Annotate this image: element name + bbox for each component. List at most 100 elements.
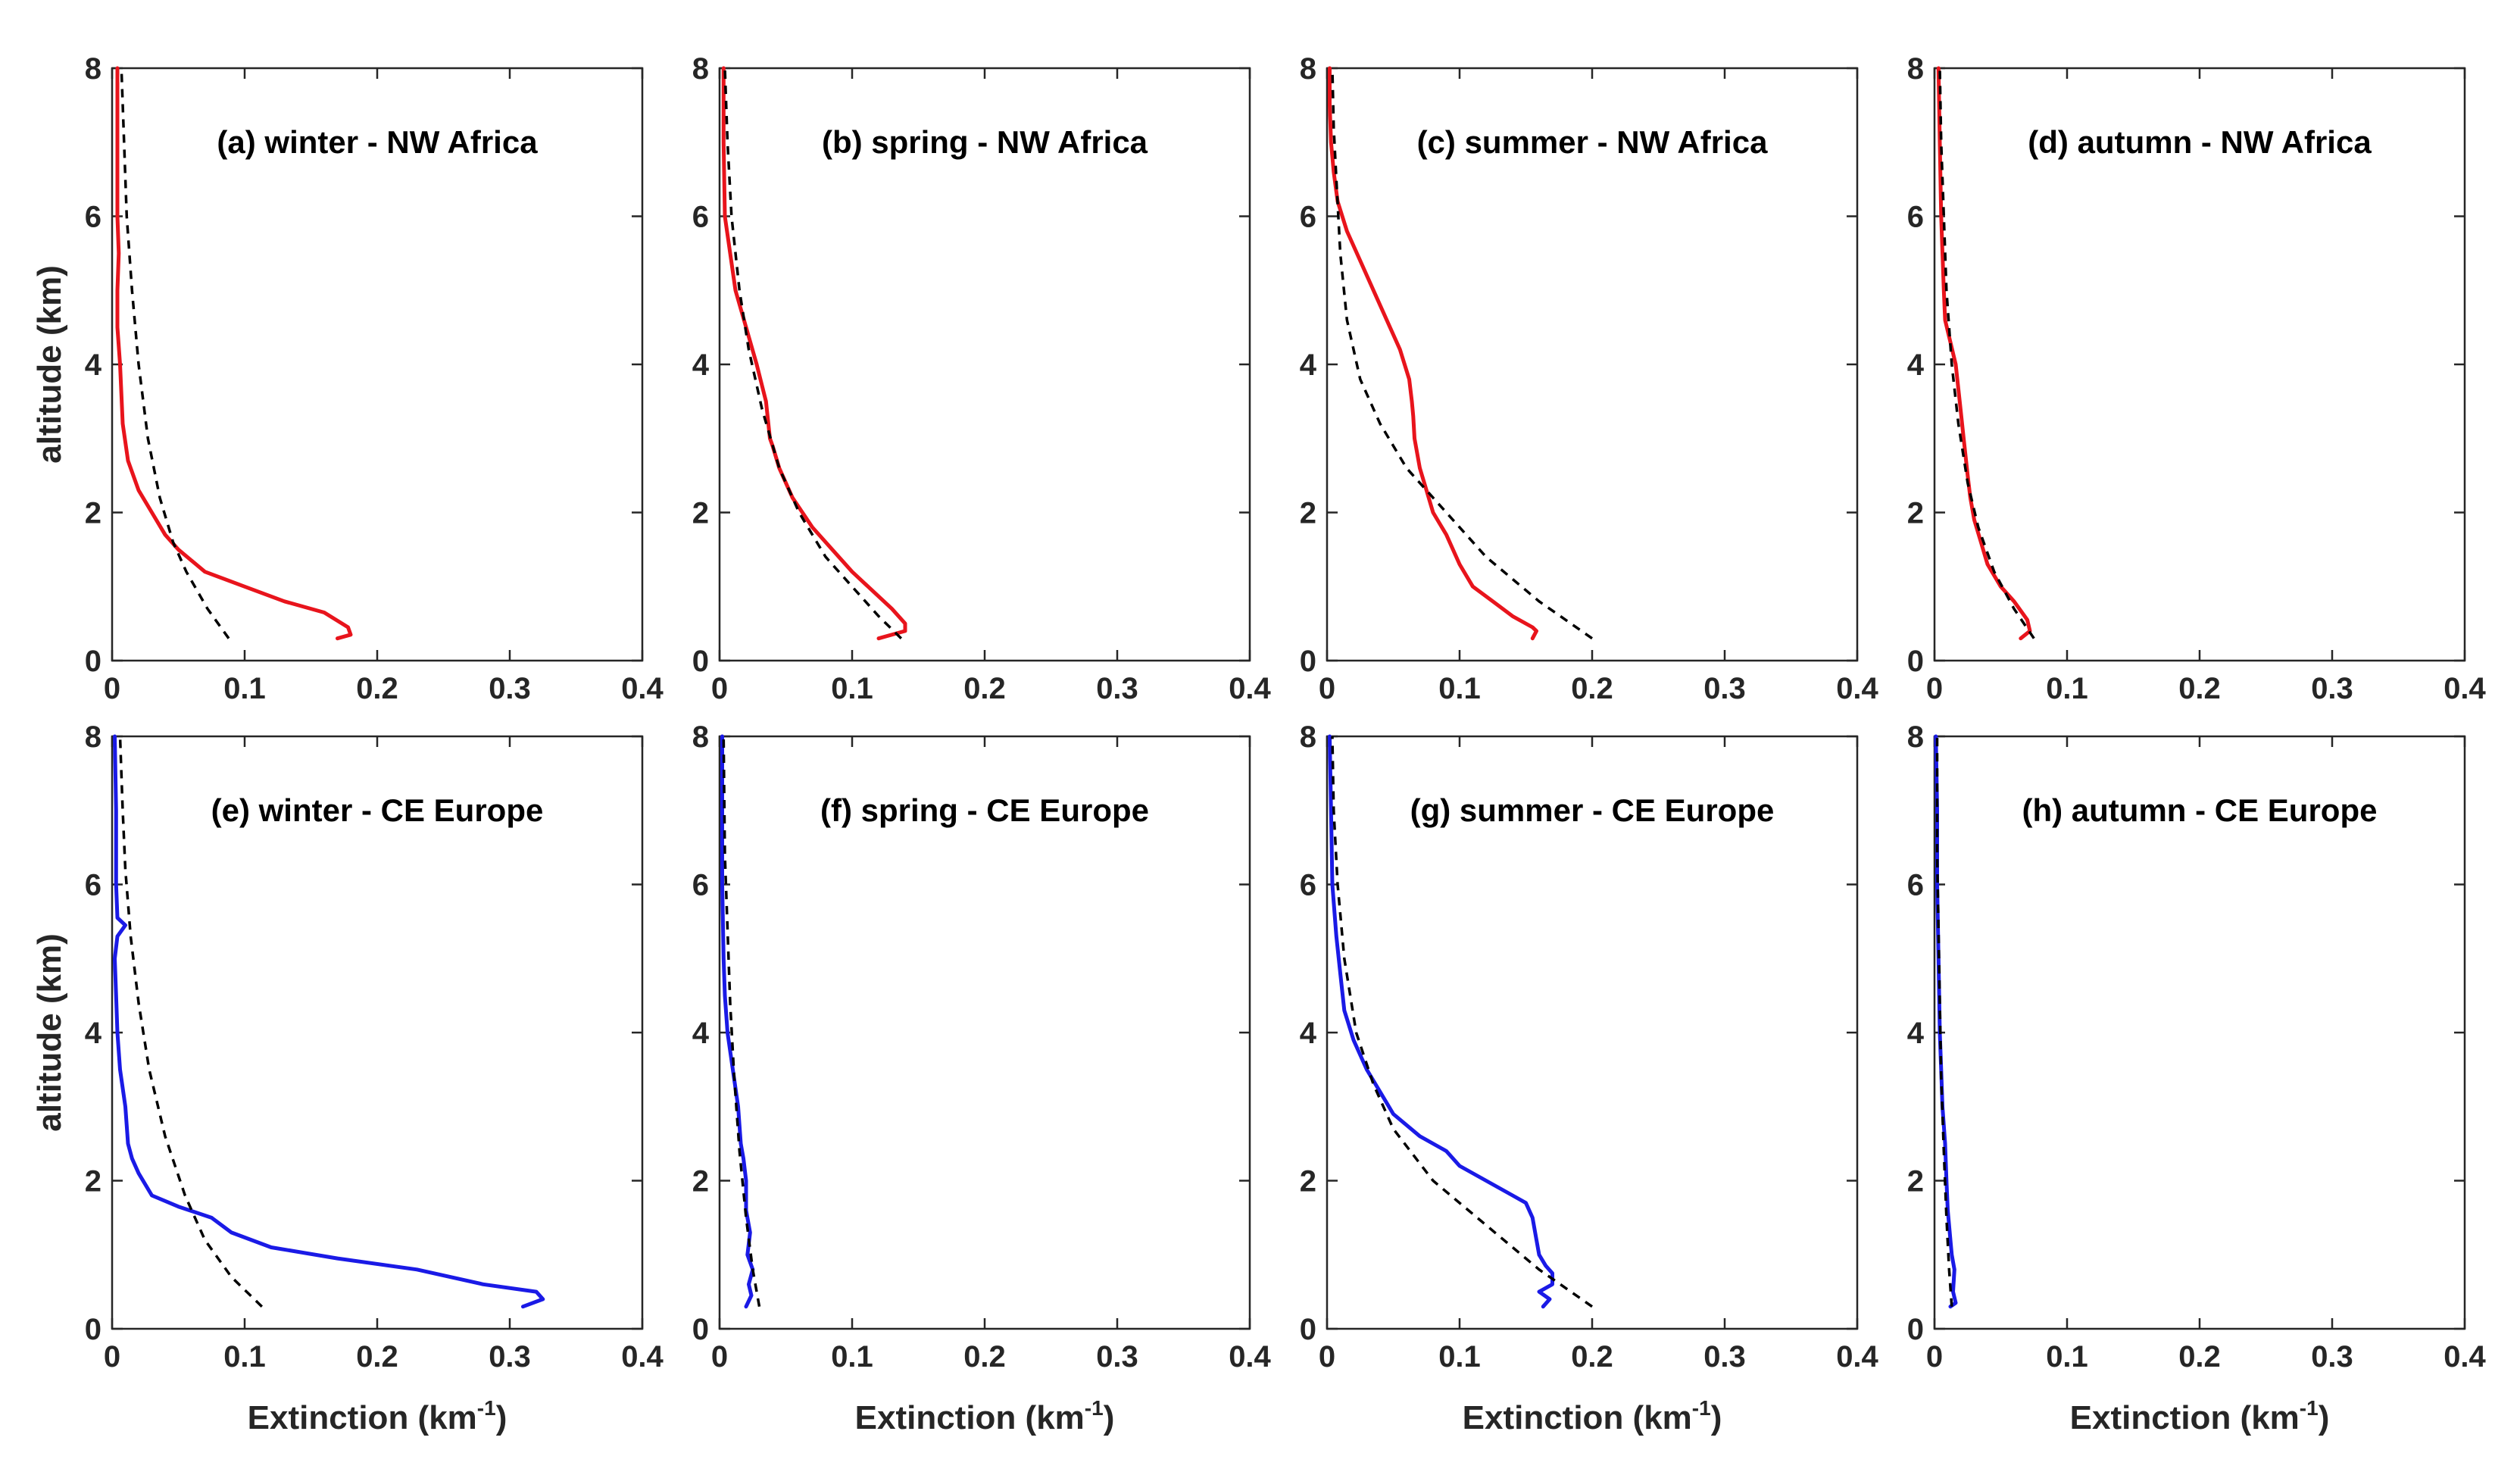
y-tick-label: 6 <box>1907 869 1924 902</box>
x-tick-label: 0.4 <box>2443 672 2486 705</box>
observed-profile-line <box>1936 66 2032 641</box>
y-tick-label: 6 <box>1300 201 1316 234</box>
panel-g: 0 0.1 0.2 0.3 0.4 0 2 4 6 8 (g) summer - CE Europe… <box>1300 720 1879 1436</box>
x-tick-label: 0.2 <box>963 1340 1006 1373</box>
y-tick-label: 6 <box>692 201 709 234</box>
fit-line <box>1331 67 1594 640</box>
observed-profile-line <box>115 66 353 641</box>
x-tick-label: 0.3 <box>1096 672 1138 705</box>
x-tick-label: 0.3 <box>2311 1340 2353 1373</box>
x-tick-label: 0 <box>104 1340 120 1373</box>
y-tick-label: 6 <box>85 201 101 234</box>
x-tick-label: 0.1 <box>1438 672 1481 705</box>
x-tick-label: 0 <box>104 672 120 705</box>
x-tick-label: 0.4 <box>1836 1340 1878 1373</box>
y-tick-label: 6 <box>85 869 101 902</box>
x-tick-label: 0.1 <box>2046 1340 2088 1373</box>
y-tick-label: 4 <box>692 1017 710 1050</box>
y-tick-label: 6 <box>1907 201 1924 234</box>
x-tick-label: 0.4 <box>621 1340 664 1373</box>
x-tick-label: 0 <box>1926 672 1943 705</box>
fit-line <box>722 736 761 1308</box>
y-tick-label: 2 <box>692 1165 709 1198</box>
y-tick-label: 8 <box>1300 720 1316 754</box>
fit-line <box>118 736 264 1308</box>
y-tick-label: 4 <box>1907 1017 1925 1050</box>
panel-title: (b) spring - NW Africa <box>822 124 1148 160</box>
fit-line <box>723 67 903 639</box>
y-tick-label: 2 <box>85 1165 101 1198</box>
x-tick-label: 0.1 <box>1438 1340 1481 1373</box>
x-tick-label: 0 <box>1319 672 1335 705</box>
y-tick-label: 2 <box>692 497 709 530</box>
x-tick-label: 0.3 <box>2311 672 2353 705</box>
y-tick-label: 0 <box>1300 645 1316 678</box>
x-tick-label: 0.4 <box>1836 672 1878 705</box>
x-tick-label: 0.1 <box>831 672 873 705</box>
x-tick-label: 0.1 <box>223 672 266 705</box>
y-tick-label: 8 <box>1300 52 1316 86</box>
y-tick-label: 4 <box>1300 1017 1317 1050</box>
y-tick-label: 6 <box>692 869 709 902</box>
observed-profile-line <box>113 734 545 1309</box>
y-tick-label: 0 <box>85 1313 101 1346</box>
x-tick-label: 0.1 <box>223 1340 266 1373</box>
y-tick-label: 0 <box>85 645 101 678</box>
panel-e: 0 0.1 0.2 0.3 0.4 0 2 4 6 8 (e) winter - CE Europe… <box>31 720 664 1436</box>
y-tick-label: 2 <box>1300 1165 1316 1198</box>
x-tick-label: 0.3 <box>1703 672 1746 705</box>
y-tick-label: 0 <box>1907 1313 1924 1346</box>
y-tick-label: 4 <box>1300 348 1317 382</box>
panel-a: 0 0.1 0.2 0.3 0.4 0 2 4 6 8 (a) winter - NW Africa… <box>31 52 664 705</box>
x-tick-label: 0.2 <box>1571 1340 1613 1373</box>
x-tick-label: 0.2 <box>356 1340 398 1373</box>
x-tick-label: 0.3 <box>489 1340 531 1373</box>
y-tick-label: 8 <box>692 720 709 754</box>
y-tick-label: 4 <box>1907 348 1925 382</box>
x-tick-label: 0.4 <box>621 672 664 705</box>
x-tick-label: 0.3 <box>1096 1340 1138 1373</box>
x-tick-label: 0.4 <box>1229 672 1271 705</box>
x-tick-label: 0.2 <box>1571 672 1613 705</box>
y-tick-label: 2 <box>1907 497 1924 530</box>
panel-title: (e) winter - CE Europe <box>211 792 544 828</box>
x-tick-label: 0.2 <box>356 672 398 705</box>
y-tick-label: 8 <box>692 52 709 86</box>
x-tick-label: 0.2 <box>2178 672 2221 705</box>
panel-title: (g) summer - CE Europe <box>1410 792 1775 828</box>
observed-profile-line <box>1934 734 1958 1309</box>
x-tick-label: 0.4 <box>2443 1340 2486 1373</box>
panel-b: 0 0.1 0.2 0.3 0.4 0 2 4 6 8 (b) spring - NW Africa <box>692 52 1272 705</box>
x-axis-label: Extinction (km-1) <box>855 1396 1115 1436</box>
x-tick-label: 0 <box>711 1340 728 1373</box>
y-tick-label: 0 <box>692 645 709 678</box>
y-axis-label: altitude (km) <box>31 265 68 464</box>
x-tick-label: 0 <box>711 672 728 705</box>
y-tick-label: 0 <box>1907 645 1924 678</box>
x-tick-label: 0 <box>1926 1340 1943 1373</box>
x-tick-label: 0.2 <box>2178 1340 2221 1373</box>
panel-title: (a) winter - NW Africa <box>217 124 538 160</box>
y-tick-label: 8 <box>85 720 101 754</box>
fit-line <box>1935 736 1953 1307</box>
fit-line <box>1938 67 2035 639</box>
x-tick-label: 0.2 <box>963 672 1006 705</box>
panel-title: (h) autumn - CE Europe <box>2022 792 2378 828</box>
x-axis-label: Extinction (km-1) <box>2070 1396 2330 1436</box>
x-tick-label: 0 <box>1319 1340 1335 1373</box>
fit-line <box>120 67 230 639</box>
y-tick-label: 2 <box>1300 497 1316 530</box>
y-axis-label: altitude (km) <box>31 933 68 1132</box>
panel-d: 0 0.1 0.2 0.3 0.4 0 2 4 6 8 (d) autumn - NW Africa <box>1907 52 2487 705</box>
y-tick-label: 2 <box>1907 1165 1924 1198</box>
fit-line <box>1331 736 1594 1308</box>
x-axis-label: Extinction (km-1) <box>248 1396 507 1436</box>
x-tick-label: 0.3 <box>1703 1340 1746 1373</box>
y-tick-label: 0 <box>1300 1313 1316 1346</box>
x-axis-label: Extinction (km-1) <box>1463 1396 1722 1436</box>
y-tick-label: 6 <box>1300 869 1316 902</box>
observed-profile-line <box>1328 734 1554 1309</box>
x-tick-label: 0.1 <box>2046 672 2088 705</box>
panel-h: 0 0.1 0.2 0.3 0.4 0 2 4 6 8 (h) autumn - CE Europe… <box>1907 720 2487 1436</box>
panel-f: 0 0.1 0.2 0.3 0.4 0 2 4 6 8 (f) spring - CE Europe… <box>692 720 1272 1436</box>
